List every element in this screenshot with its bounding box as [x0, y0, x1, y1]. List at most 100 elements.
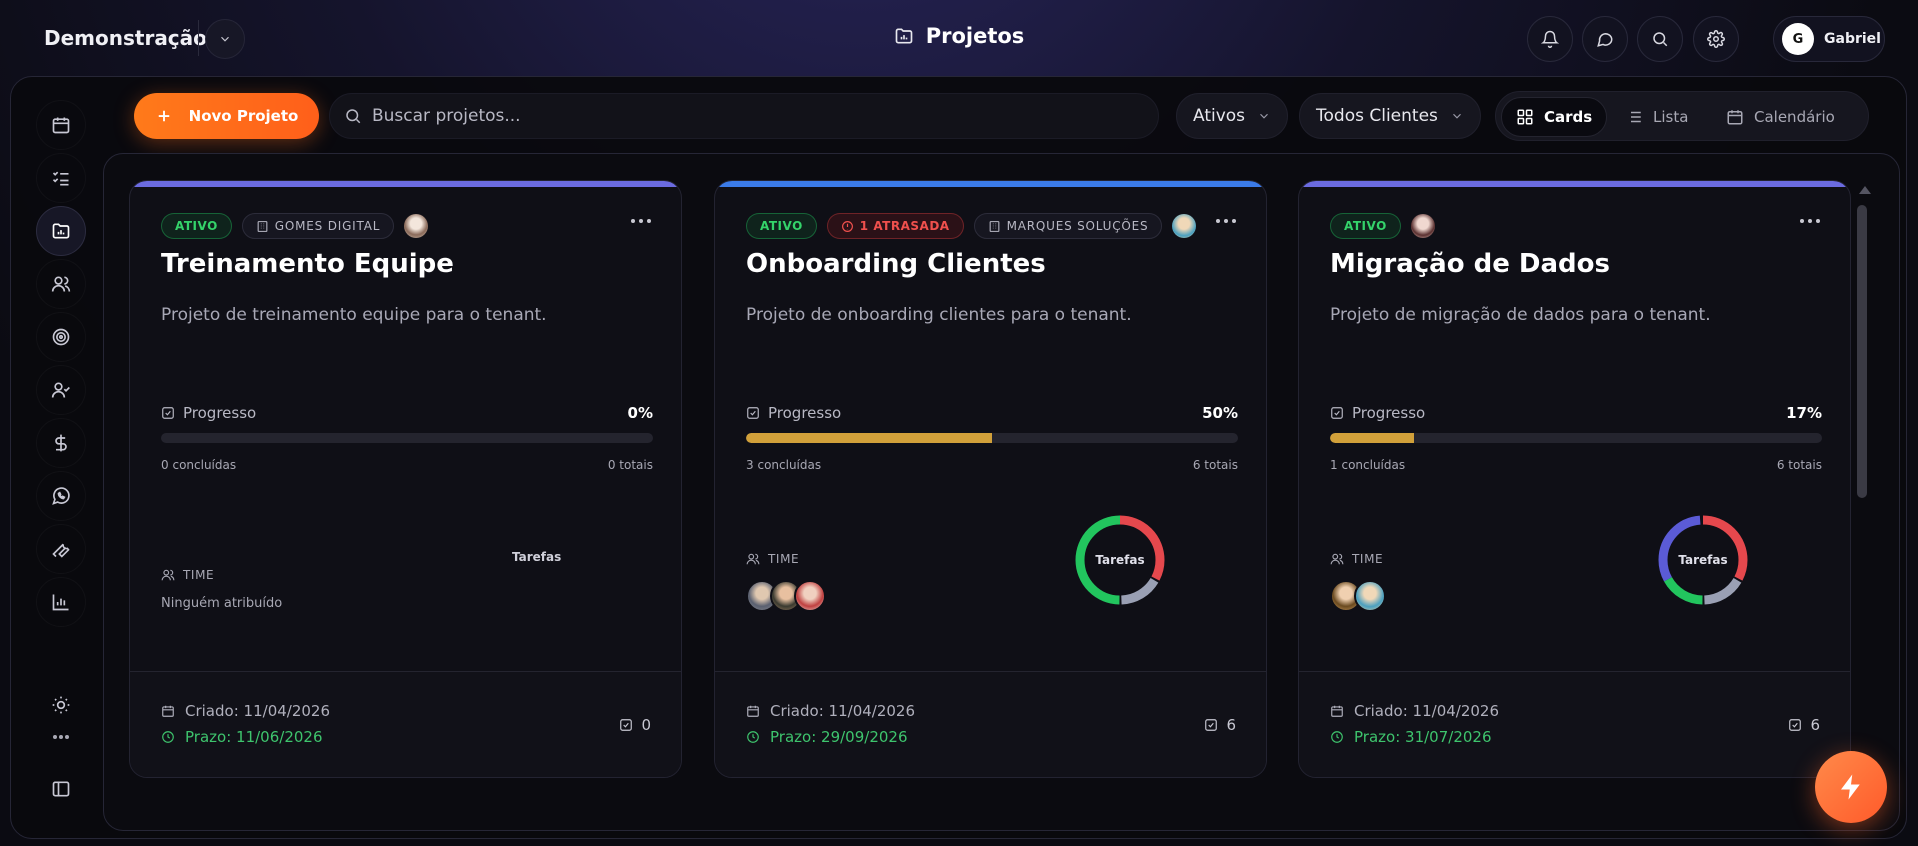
project-card[interactable]: ATIVO GOMES DIGITAL Treinamento Equipe P… [129, 180, 682, 778]
sidebar-item-tools[interactable] [36, 524, 86, 574]
clock-icon [747, 731, 759, 743]
users-icon [51, 276, 71, 292]
workspace-dropdown-button[interactable] [205, 19, 245, 59]
progress-section: Progresso 50% 3 concluídas 6 totais [746, 404, 1238, 472]
team-avatars [746, 580, 826, 612]
alert-circle-icon [841, 220, 853, 232]
search-icon [346, 109, 361, 124]
collapse-sidebar-button[interactable] [36, 764, 86, 814]
scroll-up-arrow[interactable] [1859, 186, 1871, 194]
owner-avatar [1172, 214, 1197, 238]
card-footer: Criado: 11/04/2026 Prazo: 11/06/2026 0 [130, 671, 681, 777]
card-accent-bar [715, 181, 1266, 187]
chevron-down-icon [1260, 113, 1268, 119]
sidebar-item-assignees[interactable] [36, 365, 86, 415]
tab-list[interactable]: Lista [1611, 97, 1702, 137]
new-project-label: Novo Projeto [188, 107, 299, 125]
checkbox-icon [620, 719, 633, 731]
chevron-down-icon [221, 36, 229, 42]
project-card[interactable]: ATIVO 1 ATRASADA MARQUES SOLUÇÕES Onboar… [714, 180, 1267, 778]
calendar-icon [747, 705, 759, 717]
more-icon [53, 735, 69, 739]
client-filter-dropdown[interactable]: Todos Clientes [1299, 93, 1481, 139]
sidebar-item-finance[interactable] [36, 418, 86, 468]
task-count: 6 [1788, 716, 1820, 734]
status-badge: ATIVO [746, 213, 817, 239]
status-badge: ATIVO [1330, 213, 1401, 239]
sidebar-item-projects[interactable] [36, 206, 86, 256]
user-menu[interactable]: G Gabriel [1773, 16, 1885, 62]
progress-label: Progresso [746, 404, 841, 422]
search-bar[interactable] [329, 93, 1159, 139]
calendar-icon [52, 117, 70, 134]
scrollbar-thumb[interactable] [1857, 205, 1867, 498]
messages-button[interactable] [1582, 16, 1628, 62]
project-description: Projeto de onboarding clientes para o te… [746, 305, 1132, 325]
card-accent-bar [130, 181, 681, 187]
wrench-icon [52, 543, 70, 558]
chat-icon [1597, 33, 1613, 47]
sidebar-item-goals[interactable] [36, 312, 86, 362]
new-project-button[interactable]: Novo Projeto [134, 93, 319, 139]
progress-section: Progresso 17% 1 concluídas 6 totais [1330, 404, 1822, 472]
project-title[interactable]: Onboarding Clientes [746, 249, 1046, 279]
avatar: G [1782, 23, 1814, 55]
calendar-icon [1331, 705, 1343, 717]
task-count: 0 [619, 716, 651, 734]
team-section: TIME [1330, 552, 1386, 612]
divider [198, 20, 199, 56]
chevron-down-icon [1452, 113, 1461, 119]
search-input[interactable] [372, 106, 1132, 126]
card-menu-button[interactable] [1800, 219, 1820, 223]
avatar[interactable] [1354, 580, 1386, 612]
progress-percent: 17% [1786, 404, 1822, 422]
lightning-icon [1841, 774, 1860, 800]
project-title[interactable]: Treinamento Equipe [161, 249, 454, 279]
progress-percent: 50% [1202, 404, 1238, 422]
tab-calendar[interactable]: Calendário [1712, 97, 1849, 137]
client-name: GOMES DIGITAL [274, 219, 381, 233]
sidebar-item-users[interactable] [36, 259, 86, 309]
donut-svg [1075, 515, 1165, 605]
search-button[interactable] [1637, 16, 1683, 62]
progress-fill [746, 433, 992, 443]
workspace-name[interactable]: Demonstração [44, 26, 207, 50]
settings-button[interactable] [1693, 16, 1739, 62]
user-name: Gabriel [1824, 31, 1881, 47]
card-menu-button[interactable] [631, 219, 651, 223]
sidebar-item-reports[interactable] [36, 577, 86, 627]
sidebar-item-calendar[interactable] [36, 100, 86, 150]
clock-icon [162, 731, 174, 743]
status-filter-dropdown[interactable]: Ativos [1176, 93, 1289, 139]
task-count: 6 [1204, 716, 1236, 734]
due-date: Prazo: 11/06/2026 [161, 728, 323, 746]
progress-bar [746, 433, 1238, 443]
project-card[interactable]: ATIVO Migração de Dados Projeto de migra… [1298, 180, 1851, 778]
sidebar-item-whatsapp[interactable] [36, 471, 86, 521]
team-label: TIME [1352, 552, 1384, 566]
avatar[interactable] [794, 580, 826, 612]
quick-action-button[interactable] [1815, 751, 1887, 823]
progress-label: Progresso [1330, 404, 1425, 422]
progress-label: Progresso [161, 404, 256, 422]
card-menu-button[interactable] [1216, 219, 1236, 223]
card-footer: Criado: 11/04/2026 Prazo: 31/07/2026 6 [1299, 671, 1850, 777]
gear-icon [1707, 30, 1725, 48]
tab-calendar-label: Calendário [1754, 108, 1835, 126]
sidebar-item-tasks[interactable] [36, 153, 86, 203]
notifications-button[interactable] [1527, 16, 1573, 62]
checkbox-icon [162, 407, 174, 419]
tab-cards[interactable]: Cards [1501, 97, 1608, 137]
calendar-icon [1727, 110, 1743, 125]
plus-icon [158, 110, 169, 122]
client-badge: GOMES DIGITAL [241, 213, 395, 239]
checkbox-icon [1331, 407, 1343, 419]
more-button[interactable] [36, 722, 86, 752]
tab-cards-label: Cards [1544, 108, 1593, 126]
bell-icon [1541, 30, 1559, 48]
theme-toggle[interactable] [36, 680, 86, 730]
search-icon [1653, 32, 1668, 47]
projects-icon [52, 223, 70, 239]
progress-fill [1330, 433, 1414, 443]
project-title[interactable]: Migração de Dados [1330, 249, 1611, 279]
